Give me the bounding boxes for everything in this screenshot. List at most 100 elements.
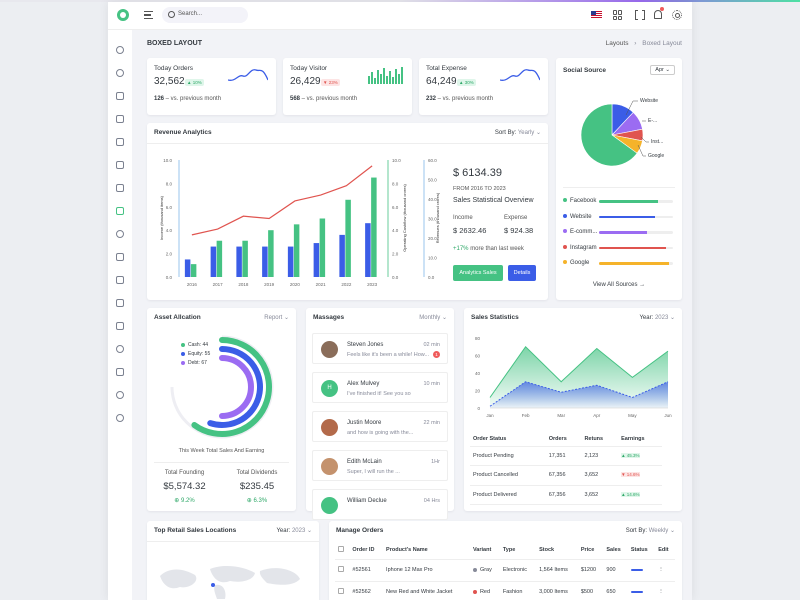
social-item[interactable]: Google bbox=[563, 259, 675, 275]
file-icon[interactable] bbox=[116, 161, 124, 169]
card-title: Social Source bbox=[563, 67, 606, 74]
social-item[interactable]: Instagram bbox=[563, 244, 675, 260]
monthly-dropdown[interactable]: Monthly ⌄ bbox=[419, 315, 447, 321]
search-input[interactable]: Search... bbox=[162, 7, 248, 23]
y-axis-label: Income (thousand items) bbox=[159, 195, 164, 240]
social-item[interactable]: E-comm... bbox=[563, 228, 675, 244]
share-icon[interactable] bbox=[116, 414, 124, 422]
message-preview: and how is going with the... bbox=[347, 430, 414, 436]
layout-icon[interactable] bbox=[116, 115, 124, 123]
revenue-analytics-card: Revenue Analytics Sort By: Yearly ⌄ 10.0… bbox=[147, 123, 548, 300]
tools-icon[interactable] bbox=[116, 276, 124, 284]
variant-dot bbox=[472, 567, 477, 572]
bell-icon[interactable] bbox=[654, 10, 662, 19]
column-header: Orders bbox=[545, 432, 582, 447]
more-options-icon[interactable]: ⋮ bbox=[655, 581, 675, 600]
expense-value: $ 924.38 bbox=[504, 226, 534, 235]
social-pie-chart bbox=[580, 103, 644, 167]
column-header: Retuns bbox=[581, 432, 619, 447]
message-time: 22 min bbox=[423, 420, 440, 426]
table-cell: 1,564 Items bbox=[536, 559, 578, 582]
menu-toggle-icon[interactable] bbox=[144, 11, 153, 19]
row-checkbox[interactable] bbox=[338, 566, 344, 572]
column-header: Sales bbox=[603, 541, 628, 560]
breadcrumb-item[interactable]: Layouts bbox=[605, 40, 629, 47]
message-item[interactable]: H Alex Mulvey I've finished it! See you … bbox=[312, 372, 448, 403]
area-line bbox=[489, 381, 669, 407]
message-sender: Justin Moore bbox=[347, 420, 382, 426]
founding-value: $5,574.32 bbox=[163, 481, 206, 492]
table-cell: 3,652 bbox=[581, 485, 619, 505]
check-square-icon[interactable] bbox=[116, 92, 124, 100]
pie-chart-icon[interactable] bbox=[116, 345, 124, 353]
table-row[interactable]: #52561 Iphone 12 Max Pro Gray Electronic… bbox=[335, 559, 675, 582]
message-item[interactable]: Edith McLain Super, I will run the ... 1… bbox=[312, 450, 448, 481]
row-checkbox[interactable] bbox=[338, 588, 344, 594]
table-icon[interactable] bbox=[116, 322, 124, 330]
user-circle-icon[interactable] bbox=[116, 230, 124, 238]
column-header: Stock bbox=[536, 541, 578, 560]
bar bbox=[313, 243, 320, 277]
gear-icon[interactable] bbox=[672, 10, 682, 20]
column-header: Edit bbox=[655, 541, 675, 560]
y-tick-label: 4.0 bbox=[166, 228, 173, 233]
legend-dot bbox=[181, 342, 185, 347]
card-title: Manage Orders bbox=[336, 527, 384, 534]
y2-tick-label: 8.0 bbox=[392, 181, 399, 186]
dashboard-icon[interactable] bbox=[116, 46, 124, 54]
month-dropdown[interactable]: Apr ⌄ bbox=[650, 65, 675, 75]
legend-dot bbox=[563, 260, 567, 265]
stat-bar-sparkline bbox=[368, 67, 403, 84]
form-icon[interactable] bbox=[116, 299, 124, 307]
sort-dropdown[interactable]: Sort By: Weekly ⌄ bbox=[625, 528, 675, 534]
y2-tick-label: 2.0 bbox=[392, 252, 399, 257]
users-icon[interactable] bbox=[116, 368, 124, 376]
year-dropdown[interactable]: Year: 2023 ⌄ bbox=[639, 315, 675, 321]
expense-label: Expense bbox=[504, 215, 528, 221]
bar bbox=[216, 240, 223, 277]
more-options-icon[interactable]: ⋮ bbox=[655, 559, 675, 582]
year-dropdown[interactable]: Year: 2023 ⌄ bbox=[276, 528, 312, 534]
boxed-layout-icon[interactable] bbox=[116, 207, 124, 215]
fullscreen-icon[interactable] bbox=[635, 9, 645, 21]
select-all-checkbox[interactable] bbox=[338, 545, 344, 552]
sort-dropdown[interactable]: Sort By: Yearly ⌄ bbox=[494, 130, 541, 136]
table-row[interactable]: Product Delivered 67,356 3,652 ▲ 14.6% bbox=[470, 485, 662, 505]
revenue-range: FROM 2016 TO 2023 bbox=[453, 186, 506, 192]
column-header: Type bbox=[499, 541, 537, 560]
message-item[interactable]: William Declue 04 Hrs bbox=[312, 489, 448, 520]
asset-radial-chart bbox=[170, 335, 274, 439]
logo-icon[interactable] bbox=[117, 9, 129, 21]
x-tick-label: 2019 bbox=[264, 282, 275, 287]
apps-grid-icon[interactable] bbox=[613, 10, 623, 20]
message-item[interactable]: Justin Moore and how is going with the..… bbox=[312, 411, 448, 442]
table-cell bbox=[627, 559, 656, 582]
message-item[interactable]: Steven Jones Feels like it's been a whil… bbox=[312, 333, 448, 364]
boxed-app-frame: Search... BOXED LAYOUT Layouts › Boxed L… bbox=[108, 2, 692, 600]
asset-legend: Cash: 44 Equity: 55 Debt: 67 bbox=[181, 341, 210, 368]
table-cell: $1200 bbox=[577, 559, 604, 582]
table-row[interactable]: #52562 New Red and White Jacket Red Fash… bbox=[335, 581, 675, 600]
search-placeholder: Search... bbox=[178, 11, 203, 17]
table-row[interactable]: Product Pending 17,351 2,123 ▲ 45.3% bbox=[470, 446, 662, 466]
social-item[interactable]: Website bbox=[563, 213, 675, 229]
calendar-icon[interactable] bbox=[116, 184, 124, 192]
social-item[interactable]: Facebook bbox=[563, 197, 675, 213]
column-header: Order Status bbox=[470, 432, 546, 447]
legend-dot bbox=[181, 360, 185, 365]
us-flag-icon[interactable] bbox=[591, 11, 602, 18]
message-time: 1Hr bbox=[431, 459, 440, 465]
details-button[interactable]: Details bbox=[508, 265, 536, 281]
analytics-sales-button[interactable]: Analytics Sales bbox=[453, 265, 503, 281]
chat-icon[interactable] bbox=[116, 69, 124, 77]
y3-tick-label: 30.0 bbox=[428, 217, 437, 222]
view-all-sources-link[interactable]: View All Sources → bbox=[592, 282, 646, 288]
report-dropdown[interactable]: Report ⌄ bbox=[264, 315, 289, 321]
table-row[interactable]: Product Cancelled 67,356 3,652 ▼ 14.6% bbox=[470, 465, 662, 486]
map-pin-icon[interactable] bbox=[116, 391, 124, 399]
mail-icon[interactable] bbox=[116, 138, 124, 146]
x-tick-label: 2017 bbox=[213, 282, 224, 287]
grid-icon[interactable] bbox=[116, 253, 124, 261]
revenue-amount: $ 6134.39 bbox=[453, 167, 502, 179]
earnings-badge: ▲ 14.6% bbox=[621, 491, 640, 497]
